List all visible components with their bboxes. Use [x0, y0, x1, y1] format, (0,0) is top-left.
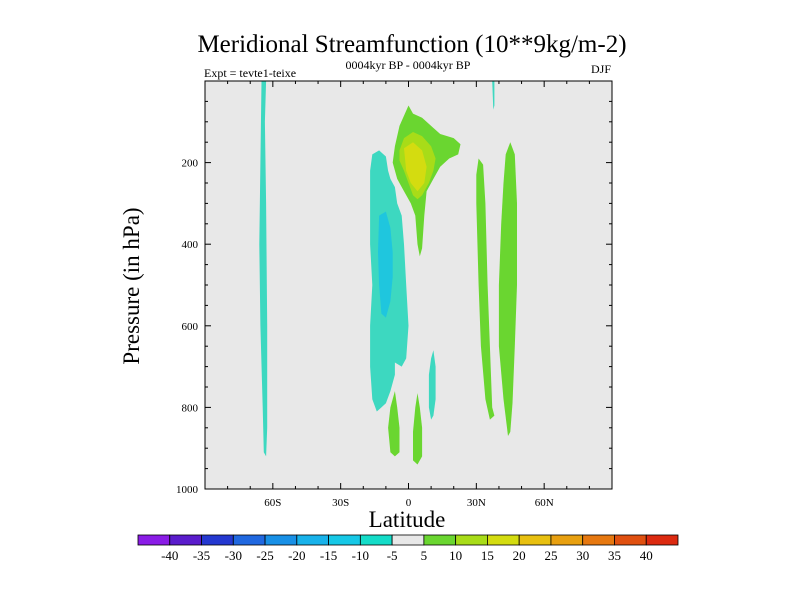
- colorbar-label: 10: [449, 548, 462, 563]
- x-tick-label: 60N: [535, 497, 554, 509]
- x-axis-ticks: 60S 30S 0 30N 60N: [227, 81, 590, 509]
- colorbar-swatch: [391, 534, 425, 546]
- contour-region-eq-upper-core: [404, 142, 427, 192]
- colorbar-label: 20: [513, 548, 526, 563]
- contour-region-nh-lower-negative: [428, 350, 436, 420]
- contour-region-lower-positive-right: [413, 393, 423, 465]
- chart-title: Meridional Streamfunction (10**9kg/m-2): [197, 31, 626, 58]
- season-label: DJF: [591, 62, 611, 76]
- colorbar-label: -30: [225, 548, 242, 563]
- contour-region-lower-positive-left: [388, 391, 400, 457]
- colorbar-swatch: [614, 534, 647, 546]
- colorbar-swatch: [423, 534, 457, 546]
- colorbar-swatch: [550, 534, 584, 546]
- colorbar-swatch: [232, 534, 266, 546]
- contour-region-nh-top-sliver: [492, 81, 495, 110]
- colorbar-swatch: [359, 534, 393, 546]
- y-tick-label: 400: [182, 239, 199, 251]
- contour-region-sh-polar-band: [259, 81, 268, 457]
- contour-regions: [259, 81, 517, 465]
- x-tick-label: 30S: [332, 497, 349, 509]
- colorbar-label: 5: [421, 548, 428, 563]
- y-axis-label: Pressure (in hPa): [119, 207, 144, 364]
- colorbar-swatch: [645, 534, 679, 546]
- y-axis-ticks: 200 400 600 800 1000: [176, 100, 612, 496]
- x-tick-label: 30N: [467, 497, 486, 509]
- colorbar-swatch: [582, 534, 615, 546]
- colorbar-label: 30: [576, 548, 589, 563]
- colorbar-swatch: [201, 534, 234, 546]
- colorbar-swatch: [137, 534, 171, 546]
- colorbar-label: 40: [640, 548, 653, 563]
- colorbar-label: -5: [387, 548, 398, 563]
- colorbar-swatch: [169, 534, 202, 546]
- colorbar-label: -10: [352, 548, 369, 563]
- colorbar: -40 -35 -30 -25 -20 -15 -10 -5 5 10 15 20 25 30 35 40: [137, 534, 679, 563]
- colorbar-swatch: [296, 534, 329, 546]
- y-tick-label: 800: [182, 402, 199, 414]
- x-tick-label: 0: [406, 497, 412, 509]
- x-tick-label: 60S: [264, 497, 281, 509]
- colorbar-label: -20: [288, 548, 305, 563]
- colorbar-swatch: [328, 534, 361, 546]
- colorbar-swatch: [264, 534, 298, 546]
- x-axis-label: Latitude: [369, 507, 446, 532]
- y-tick-label: 200: [182, 158, 199, 170]
- colorbar-label: -35: [193, 548, 210, 563]
- y-tick-label: 1000: [176, 484, 199, 496]
- colorbar-label: -25: [256, 548, 273, 563]
- colorbar-swatch: [487, 534, 520, 546]
- colorbar-swatch: [455, 534, 488, 546]
- colorbar-label: 35: [608, 548, 621, 563]
- colorbar-label: 15: [481, 548, 494, 563]
- colorbar-label: 25: [544, 548, 557, 563]
- y-tick-label: 600: [182, 321, 199, 333]
- contour-region-nh-midlat-positive: [498, 142, 517, 436]
- chart-subtitle: 0004kyr BP - 0004kyr BP: [346, 58, 471, 72]
- colorbar-label: -40: [161, 548, 178, 563]
- colorbar-label: -15: [320, 548, 337, 563]
- contour-region-nh-subtropical-positive: [476, 158, 495, 420]
- contour-region-south-subtropical-core: [378, 211, 393, 318]
- colorbar-swatch: [518, 534, 552, 546]
- experiment-label: Expt = tevte1-teixe: [204, 66, 296, 80]
